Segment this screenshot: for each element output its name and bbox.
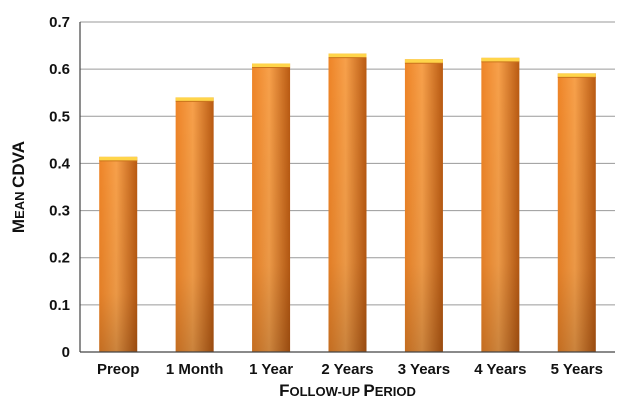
x-tick-label: 2 Years — [321, 361, 373, 378]
bar-3-years — [404, 59, 443, 352]
x-axis-title: FOLLOW-UP PERIOD — [279, 381, 416, 400]
bar-top-cap — [481, 57, 520, 62]
bar-shade — [252, 63, 291, 352]
bar-2-years — [328, 53, 367, 352]
bar-4-years — [481, 57, 520, 352]
x-tick-label: 4 Years — [474, 361, 526, 378]
y-tick-label: 0.6 — [49, 61, 70, 78]
x-tick-label: 1 Month — [166, 361, 224, 378]
x-tick-label: 1 Year — [249, 361, 293, 378]
bar-shade — [557, 73, 596, 352]
y-tick-labels: 0 0.1 0.2 0.3 0.4 0.5 0.6 0.7 — [49, 14, 71, 361]
bar-top-cap — [557, 73, 596, 78]
y-tick-label: 0.5 — [49, 108, 70, 125]
axis-titles: FOLLOW-UP PERIOD MEAN CDVA — [9, 141, 416, 400]
y-tick-label: 0.1 — [49, 297, 70, 314]
bar-shade — [328, 53, 367, 352]
bar-1-year — [252, 63, 291, 352]
y-tick-label: 0.2 — [49, 250, 70, 267]
bar-shade — [404, 59, 443, 352]
bar-shade — [175, 97, 214, 352]
bars — [99, 53, 596, 352]
bar-shade — [481, 57, 520, 352]
axes — [79, 22, 615, 353]
bar-top-cap — [252, 63, 291, 68]
x-tick-label: 5 Years — [551, 361, 603, 378]
y-tick-label: 0.3 — [49, 203, 70, 220]
y-tick-label: 0 — [62, 344, 70, 361]
bar-top-cap — [328, 53, 367, 58]
y-tick-label: 0.4 — [49, 155, 71, 172]
bar-top-cap — [175, 97, 214, 102]
y-axis-title: MEAN CDVA — [9, 141, 28, 233]
x-tick-label: Preop — [97, 361, 140, 378]
bar-shade — [99, 156, 138, 352]
bar-top-cap — [404, 59, 443, 64]
x-tick-labels: Preop 1 Month 1 Year 2 Years 3 Years 4 Years 5… — [97, 361, 603, 378]
y-tick-label: 0.7 — [49, 14, 70, 31]
bar-5-years — [557, 73, 596, 352]
bar-top-cap — [99, 156, 138, 161]
x-tick-label: 3 Years — [398, 361, 450, 378]
bar-preop — [99, 156, 138, 352]
bar-1-month — [175, 97, 214, 352]
